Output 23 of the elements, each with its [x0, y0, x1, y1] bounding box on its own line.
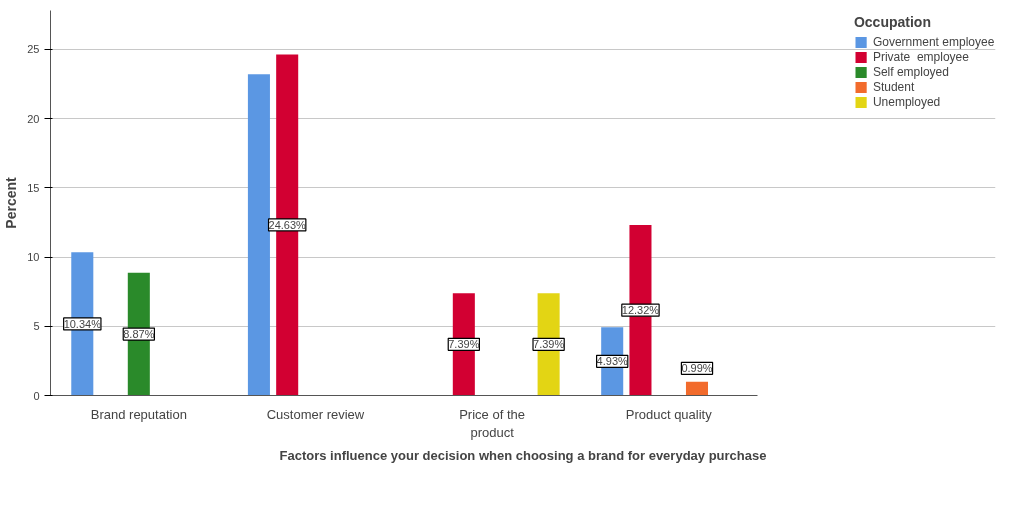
data-label: 0.99%	[681, 362, 713, 375]
bar	[247, 74, 270, 396]
y-tick-label: 20	[27, 112, 40, 125]
legend-title: Occupation	[853, 14, 932, 30]
y-tick-label: 10	[27, 251, 40, 264]
legend-label: Self employed	[872, 65, 949, 79]
legend-label: Unemployed	[872, 95, 941, 109]
y-tick-label: 25	[27, 43, 40, 56]
data-label: 24.63%	[268, 218, 307, 231]
legend-label: Student	[872, 80, 915, 94]
legend-label: Government employee	[872, 35, 995, 49]
x-tick-label: Customer review	[266, 406, 365, 422]
x-tick-label: Brand reputation	[90, 406, 187, 422]
data-label: 7.39%	[448, 338, 480, 351]
x-axis-title: Factors influence your decision when choosing a brand for everyday purchase	[279, 447, 767, 463]
y-axis-title: Percent	[3, 176, 20, 229]
bar	[685, 381, 709, 396]
y-tick-label: 0	[33, 389, 40, 402]
legend-label: Private employee	[872, 50, 969, 64]
y-tick-label: 15	[27, 181, 40, 194]
x-tick-label: Price of the product	[459, 406, 525, 440]
y-tick-label: 5	[33, 320, 40, 333]
x-tick-label: Product quality	[625, 406, 713, 422]
